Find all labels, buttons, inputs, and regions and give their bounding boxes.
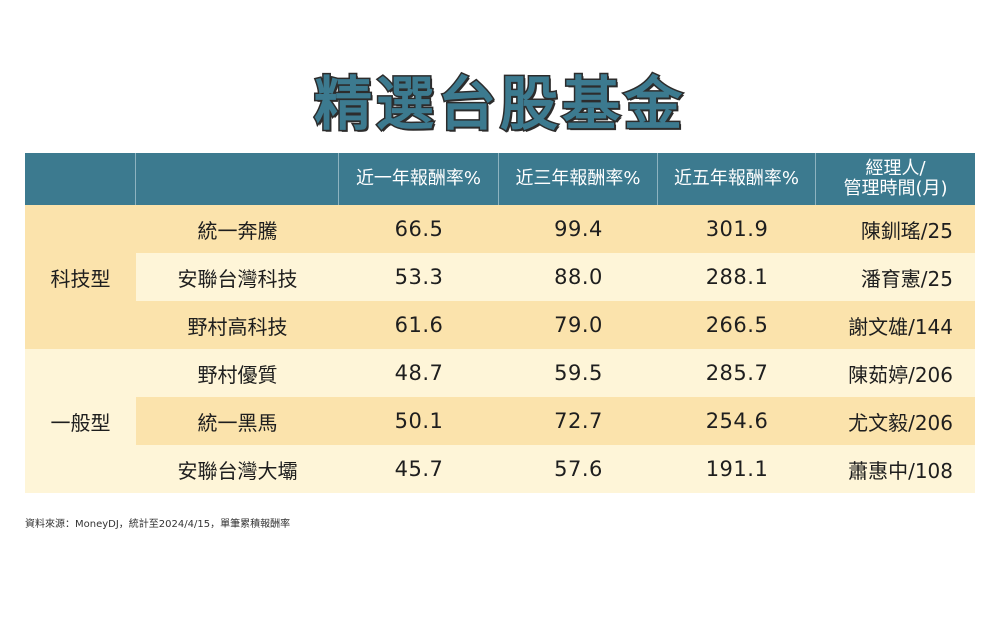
header-manager-line2: 管理時間(月) (843, 178, 948, 199)
one-year-return: 48.7 (339, 349, 499, 397)
header-manager-line1: 經理人/ (865, 158, 926, 179)
three-year-return: 79.0 (499, 301, 658, 349)
header-five-year-return: 近五年報酬率% (658, 153, 816, 205)
fund-manager: 陳茹婷/206 (816, 349, 975, 397)
header-fund-name (136, 153, 339, 205)
header-three-year-return: 近三年報酬率% (499, 153, 658, 205)
source-note: 資料來源：MoneyDJ，統計至2024/4/15，單筆累積報酬率 (25, 519, 291, 530)
header-category (25, 153, 136, 205)
fund-name: 野村優質 (136, 349, 339, 397)
one-year-return: 50.1 (339, 397, 499, 445)
three-year-return: 72.7 (499, 397, 658, 445)
header-manager: 經理人/ 管理時間(月) (816, 153, 975, 205)
fund-manager: 陳釧瑤/25 (816, 205, 975, 253)
page-title: 精選台股基金 (312, 69, 686, 140)
three-year-return: 88.0 (499, 253, 658, 301)
fund-manager: 潘育憲/25 (816, 253, 975, 301)
fund-manager: 尤文毅/206 (816, 397, 975, 445)
group-label-tech: 科技型 (25, 205, 136, 349)
one-year-return: 53.3 (339, 253, 499, 301)
fund-name: 安聯台灣大壩 (136, 445, 339, 493)
fund-name: 野村高科技 (136, 301, 339, 349)
one-year-return: 61.6 (339, 301, 499, 349)
five-year-return: 288.1 (658, 253, 816, 301)
fund-manager: 蕭惠中/108 (816, 445, 975, 493)
one-year-return: 66.5 (339, 205, 499, 253)
five-year-return: 254.6 (658, 397, 816, 445)
five-year-return: 285.7 (658, 349, 816, 397)
three-year-return: 99.4 (499, 205, 658, 253)
fund-manager: 謝文雄/144 (816, 301, 975, 349)
three-year-return: 57.6 (499, 445, 658, 493)
fund-name: 統一黑馬 (136, 397, 339, 445)
three-year-return: 59.5 (499, 349, 658, 397)
five-year-return: 266.5 (658, 301, 816, 349)
one-year-return: 45.7 (339, 445, 499, 493)
fund-table: 近一年報酬率% 近三年報酬率% 近五年報酬率% 經理人/ 管理時間(月) 科技型… (25, 153, 975, 493)
group-label-general: 一般型 (25, 349, 136, 493)
fund-name: 安聯台灣科技 (136, 253, 339, 301)
fund-name: 統一奔騰 (136, 205, 339, 253)
five-year-return: 301.9 (658, 205, 816, 253)
five-year-return: 191.1 (658, 445, 816, 493)
header-one-year-return: 近一年報酬率% (339, 153, 499, 205)
